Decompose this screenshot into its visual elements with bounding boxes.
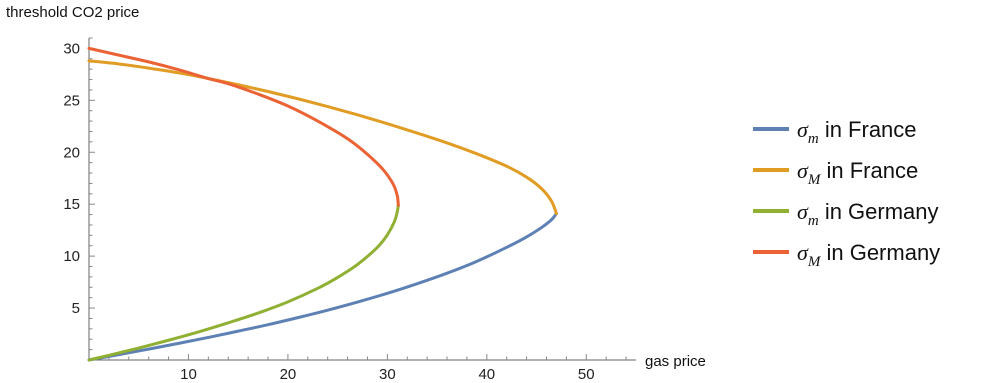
axis-ticks <box>89 37 627 360</box>
series-line-sigma-m-germany <box>87 203 400 362</box>
plot-series <box>87 46 558 362</box>
y-tick-label: 5 <box>72 300 80 317</box>
legend-label: σM in France <box>797 158 918 188</box>
x-axis-title: gas price <box>645 353 706 370</box>
legend-item-sigma-m-france: σm in France <box>753 117 917 147</box>
legend: σm in France σM in France σm in Germany σM … <box>753 117 940 270</box>
y-tick-label: 20 <box>63 144 80 161</box>
series-line-sigma-m-france <box>87 212 558 362</box>
y-tick-label: 25 <box>63 92 80 109</box>
series-line-sigma-M-france <box>87 59 558 216</box>
x-tick-label: 30 <box>379 366 396 383</box>
y-tick-label: 30 <box>63 40 80 57</box>
x-tick-label: 20 <box>280 366 297 383</box>
legend-label: σm in Germany <box>797 199 939 229</box>
x-tick-label: 10 <box>180 366 197 383</box>
x-tick-label: 50 <box>578 366 595 383</box>
legend-label: σM in Germany <box>797 240 940 270</box>
legend-label: σm in France <box>797 117 917 147</box>
series-line-sigma-M-germany <box>87 46 400 207</box>
legend-item-sigma-M-france: σM in France <box>753 158 918 188</box>
legend-item-sigma-m-germany: σm in Germany <box>753 199 939 229</box>
y-axis-title: threshold CO2 price <box>6 4 139 21</box>
axis-tick-labels: 10 20 30 40 50 5 10 15 20 25 30 <box>63 40 594 383</box>
y-tick-label: 15 <box>63 196 80 213</box>
y-tick-label: 10 <box>63 248 80 265</box>
x-tick-label: 40 <box>478 366 495 383</box>
legend-item-sigma-M-germany: σM in Germany <box>753 240 940 270</box>
